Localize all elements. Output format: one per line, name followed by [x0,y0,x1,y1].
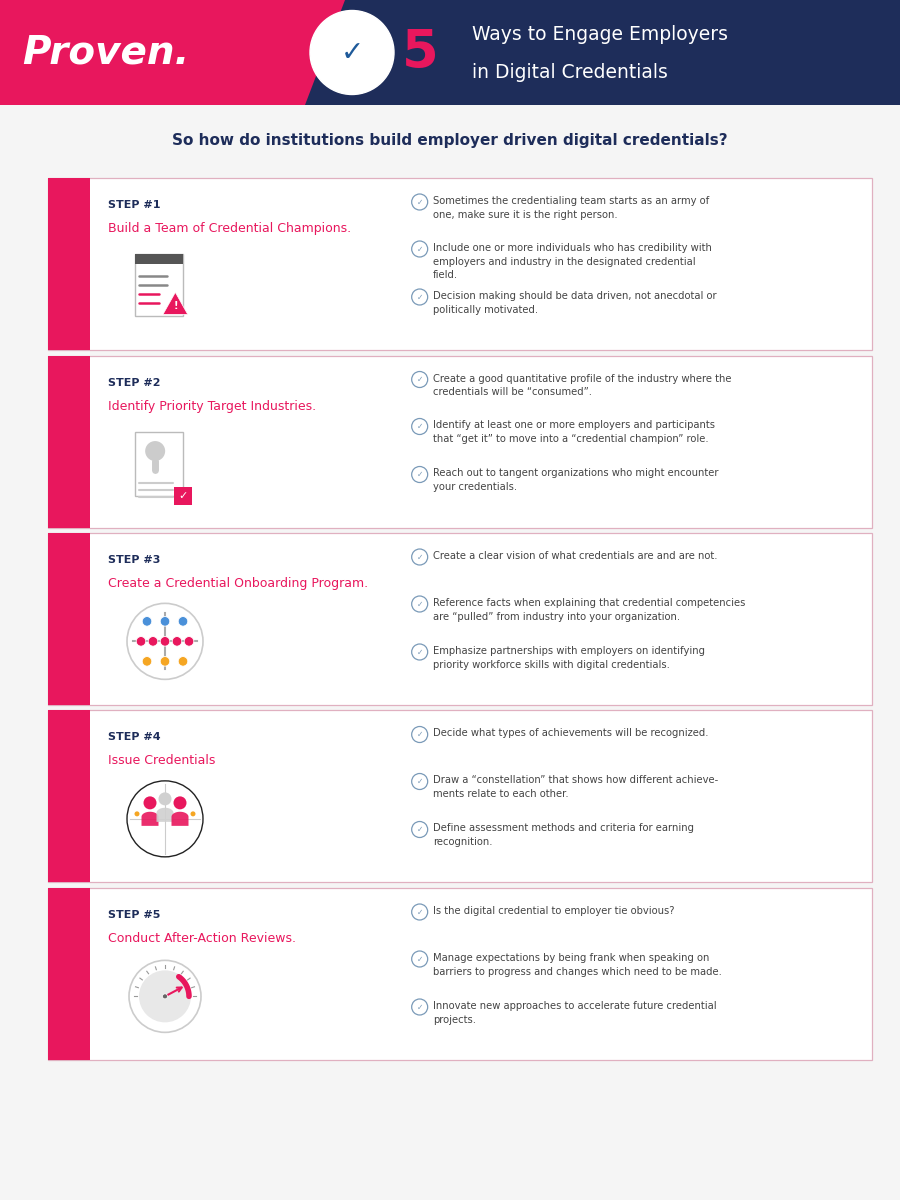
Circle shape [172,636,182,646]
Text: Create a Credential Onboarding Program.: Create a Credential Onboarding Program. [108,577,368,590]
Text: Is the digital credential to employer tie obvious?: Is the digital credential to employer ti… [433,906,674,916]
FancyBboxPatch shape [174,487,192,505]
Text: Identify at least one or more employers and participants
that “get it” to move i: Identify at least one or more employers … [433,420,715,444]
Circle shape [178,617,188,626]
Text: Identify Priority Target Industries.: Identify Priority Target Industries. [108,400,316,413]
Text: Innovate new approaches to accelerate future credential
projects.: Innovate new approaches to accelerate fu… [433,1001,716,1025]
FancyBboxPatch shape [0,0,355,104]
Text: Include one or more individuals who has credibility with
employers and industry : Include one or more individuals who has … [433,242,712,281]
Circle shape [127,604,203,679]
Text: !: ! [174,301,178,311]
Circle shape [142,617,152,626]
Text: So how do institutions build employer driven digital credentials?: So how do institutions build employer dr… [172,132,728,148]
FancyBboxPatch shape [48,710,872,882]
Text: Create a good quantitative profile of the industry where the
credentials will be: Create a good quantitative profile of th… [433,373,731,397]
Text: ✓: ✓ [417,470,423,479]
Circle shape [191,811,195,816]
Text: STEP #4: STEP #4 [108,732,160,743]
FancyBboxPatch shape [48,355,90,528]
Polygon shape [163,293,188,314]
Text: ✓: ✓ [417,600,423,608]
Text: STEP #3: STEP #3 [108,554,160,565]
Circle shape [129,960,201,1032]
Text: Ways to Engage Employers: Ways to Engage Employers [472,25,728,44]
Text: Reference facts when explaining that credential competencies
are “pulled” from i: Reference facts when explaining that cre… [433,598,745,622]
Text: ✓: ✓ [417,198,423,206]
FancyBboxPatch shape [135,254,183,317]
Text: Define assessment methods and criteria for earning
recognition.: Define assessment methods and criteria f… [433,823,694,847]
Circle shape [142,656,152,666]
Text: ✓: ✓ [178,491,188,500]
Text: ✓: ✓ [417,1002,423,1012]
Text: ✓: ✓ [417,245,423,253]
FancyBboxPatch shape [48,888,90,1060]
Text: Conduct After-Action Reviews.: Conduct After-Action Reviews. [108,932,296,946]
Circle shape [184,636,194,646]
FancyBboxPatch shape [48,710,90,882]
FancyBboxPatch shape [48,178,90,350]
Circle shape [134,811,140,816]
Text: ✓: ✓ [417,422,423,431]
Text: Manage expectations by being frank when speaking on
barriers to progress and cha: Manage expectations by being frank when … [433,953,722,977]
Text: Issue Credentials: Issue Credentials [108,755,215,768]
Text: Reach out to tangent organizations who might encounter
your credentials.: Reach out to tangent organizations who m… [433,468,718,492]
Circle shape [160,636,170,646]
Circle shape [158,792,172,805]
Circle shape [143,797,157,809]
FancyBboxPatch shape [48,533,90,704]
Text: in Digital Credentials: in Digital Credentials [472,62,668,82]
Text: STEP #1: STEP #1 [108,200,160,210]
Text: Build a Team of Credential Champions.: Build a Team of Credential Champions. [108,222,351,235]
Polygon shape [305,0,900,104]
Text: ✓: ✓ [417,907,423,917]
Text: Draw a “constellation” that shows how different achieve-
ments relate to each ot: Draw a “constellation” that shows how di… [433,775,718,799]
Circle shape [163,994,167,998]
Text: ✓: ✓ [417,552,423,562]
Text: ✓: ✓ [417,293,423,301]
Circle shape [160,617,170,626]
Circle shape [178,656,188,666]
Text: STEP #2: STEP #2 [108,378,160,388]
Text: Sometimes the credentialing team starts as an army of
one, make sure it is the r: Sometimes the credentialing team starts … [433,196,709,220]
Circle shape [127,781,203,857]
Circle shape [174,797,186,809]
FancyBboxPatch shape [48,355,872,528]
FancyBboxPatch shape [135,254,183,264]
Text: Proven.: Proven. [22,34,189,72]
Text: Create a clear vision of what credentials are and are not.: Create a clear vision of what credential… [433,551,717,560]
FancyBboxPatch shape [135,432,183,496]
Text: ✓: ✓ [417,374,423,384]
FancyBboxPatch shape [48,178,872,350]
Text: Emphasize partnerships with employers on identifying
priority workforce skills w: Emphasize partnerships with employers on… [433,646,705,670]
Circle shape [145,442,166,461]
Text: ✓: ✓ [417,648,423,656]
Circle shape [136,636,146,646]
Circle shape [148,636,157,646]
Text: STEP #5: STEP #5 [108,910,160,920]
Text: ✓: ✓ [417,730,423,739]
Text: ✓: ✓ [340,40,364,67]
Circle shape [310,11,394,95]
Text: ✓: ✓ [417,778,423,786]
FancyBboxPatch shape [48,888,872,1060]
Circle shape [139,971,191,1022]
Text: Decision making should be data driven, not anecdotal or
politically motivated.: Decision making should be data driven, n… [433,290,716,314]
Text: Decide what types of achievements will be recognized.: Decide what types of achievements will b… [433,728,708,738]
Text: ✓: ✓ [417,954,423,964]
Text: ✓: ✓ [417,824,423,834]
Circle shape [160,656,170,666]
FancyBboxPatch shape [48,533,872,704]
Text: 5: 5 [401,26,438,78]
